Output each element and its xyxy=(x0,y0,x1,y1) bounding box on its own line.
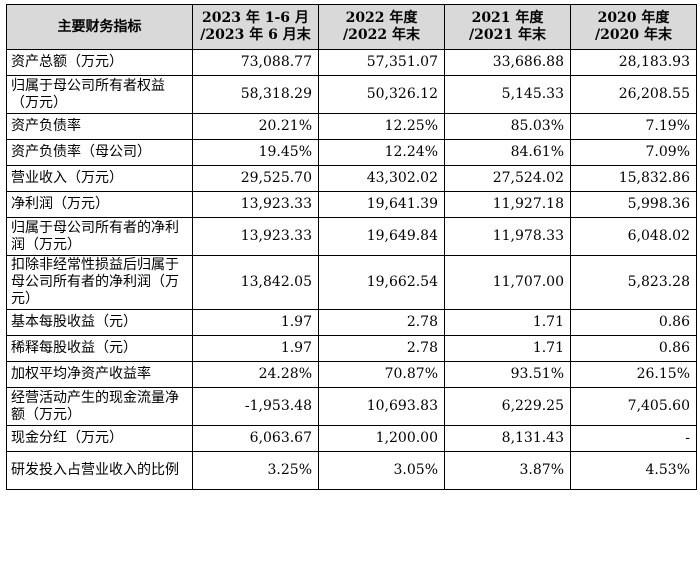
cell-value: 24.28% xyxy=(192,361,319,388)
cell-value: 85.03% xyxy=(444,113,571,140)
cell-value: 5,145.33 xyxy=(444,75,571,114)
row-label: 资产负债率 xyxy=(6,113,193,140)
cell-value: 3.87% xyxy=(444,451,571,490)
cell-value: 5,823.28 xyxy=(570,255,697,310)
row-label: 归属于母公司所有者权益（万元） xyxy=(6,75,193,114)
cell-value: 0.86 xyxy=(570,335,697,362)
cell-value: 19.45% xyxy=(192,139,319,166)
header-2020-text: 2020 年度 /2020 年末 xyxy=(595,10,672,43)
table-row: 资产总额（万元） 73,088.77 57,351.07 33,686.88 2… xyxy=(6,49,697,76)
cell-value: 5,998.36 xyxy=(570,191,697,218)
table-header-row: 主要财务指标 2023 年 1-6 月 /2023 年 6 月末 2022 年度… xyxy=(6,4,697,50)
cell-value: 50,326.12 xyxy=(318,75,445,114)
cell-value: 8,131.43 xyxy=(444,425,571,452)
row-label: 加权平均净资产收益率 xyxy=(6,361,193,388)
cell-value: 29,525.70 xyxy=(192,165,319,192)
cell-value: 11,707.00 xyxy=(444,255,571,310)
cell-value: 43,302.02 xyxy=(318,165,445,192)
cell-value: 7.09% xyxy=(570,139,697,166)
cell-value: 11,978.33 xyxy=(444,217,571,256)
cell-value: 13,923.33 xyxy=(192,191,319,218)
cell-value: 13,842.05 xyxy=(192,255,319,310)
cell-value: 20.21% xyxy=(192,113,319,140)
cell-value: 7.19% xyxy=(570,113,697,140)
cell-value: 1.97 xyxy=(192,309,319,336)
cell-value: 15,832.86 xyxy=(570,165,697,192)
row-label: 经营活动产生的现金流量净额（万元） xyxy=(6,387,193,426)
cell-value: 0.86 xyxy=(570,309,697,336)
row-label: 营业收入（万元） xyxy=(6,165,193,192)
cell-value: 1.97 xyxy=(192,335,319,362)
cell-value: 26.15% xyxy=(570,361,697,388)
cell-value: 13,923.33 xyxy=(192,217,319,256)
cell-value: 6,229.25 xyxy=(444,387,571,426)
cell-value: 3.05% xyxy=(318,451,445,490)
table-row: 归属于母公司所有者的净利润（万元） 13,923.33 19,649.84 11… xyxy=(6,217,697,256)
table-row: 归属于母公司所有者权益（万元） 58,318.29 50,326.12 5,14… xyxy=(6,75,697,114)
header-2023h1-text: 2023 年 1-6 月 /2023 年 6 月末 xyxy=(200,10,311,43)
cell-value: 7,405.60 xyxy=(570,387,697,426)
cell-value: 12.25% xyxy=(318,113,445,140)
cell-value: 6,063.67 xyxy=(192,425,319,452)
cell-value: 1.71 xyxy=(444,335,571,362)
cell-value: 19,641.39 xyxy=(318,191,445,218)
cell-value: 19,662.54 xyxy=(318,255,445,310)
cell-value: 26,208.55 xyxy=(570,75,697,114)
table-row: 资产负债率（母公司） 19.45% 12.24% 84.61% 7.09% xyxy=(6,139,697,166)
cell-value: 2.78 xyxy=(318,335,445,362)
row-label: 研发投入占营业收入的比例 xyxy=(6,451,193,490)
row-label: 现金分红（万元） xyxy=(6,425,193,452)
row-label: 归属于母公司所有者的净利润（万元） xyxy=(6,217,193,256)
cell-value: 4.53% xyxy=(570,451,697,490)
cell-value: 3.25% xyxy=(192,451,319,490)
table-row: 扣除非经常性损益后归属于母公司所有者的净利润（万元） 13,842.05 19,… xyxy=(6,255,697,310)
row-label: 扣除非经常性损益后归属于母公司所有者的净利润（万元） xyxy=(6,255,193,310)
table-row: 净利润（万元） 13,923.33 19,641.39 11,927.18 5,… xyxy=(6,191,697,218)
header-2022-text: 2022 年度 /2022 年末 xyxy=(343,10,420,43)
header-indicator: 主要财务指标 xyxy=(6,4,193,50)
financial-indicators-table: 主要财务指标 2023 年 1-6 月 /2023 年 6 月末 2022 年度… xyxy=(6,4,697,490)
header-2023h1: 2023 年 1-6 月 /2023 年 6 月末 xyxy=(192,4,319,50)
header-2022: 2022 年度 /2022 年末 xyxy=(318,4,445,50)
header-2021: 2021 年度 /2021 年末 xyxy=(444,4,571,50)
header-2021-text: 2021 年度 /2021 年末 xyxy=(469,10,546,43)
cell-value: - xyxy=(570,425,697,452)
table-row: 加权平均净资产收益率 24.28% 70.87% 93.51% 26.15% xyxy=(6,361,697,388)
row-label: 净利润（万元） xyxy=(6,191,193,218)
cell-value: 84.61% xyxy=(444,139,571,166)
cell-value: 10,693.83 xyxy=(318,387,445,426)
cell-value: 6,048.02 xyxy=(570,217,697,256)
row-label: 稀释每股收益（元） xyxy=(6,335,193,362)
cell-value: 1.71 xyxy=(444,309,571,336)
table-row: 研发投入占营业收入的比例 3.25% 3.05% 3.87% 4.53% xyxy=(6,451,697,490)
cell-value: -1,953.48 xyxy=(192,387,319,426)
table-row: 经营活动产生的现金流量净额（万元） -1,953.48 10,693.83 6,… xyxy=(6,387,697,426)
row-label: 基本每股收益（元） xyxy=(6,309,193,336)
table-row: 基本每股收益（元） 1.97 2.78 1.71 0.86 xyxy=(6,309,697,336)
cell-value: 11,927.18 xyxy=(444,191,571,218)
table-row: 现金分红（万元） 6,063.67 1,200.00 8,131.43 - xyxy=(6,425,697,452)
cell-value: 12.24% xyxy=(318,139,445,166)
table-row: 资产负债率 20.21% 12.25% 85.03% 7.19% xyxy=(6,113,697,140)
cell-value: 73,088.77 xyxy=(192,49,319,76)
header-2020: 2020 年度 /2020 年末 xyxy=(570,4,697,50)
row-label: 资产总额（万元） xyxy=(6,49,193,76)
cell-value: 19,649.84 xyxy=(318,217,445,256)
cell-value: 2.78 xyxy=(318,309,445,336)
row-label: 资产负债率（母公司） xyxy=(6,139,193,166)
cell-value: 58,318.29 xyxy=(192,75,319,114)
cell-value: 57,351.07 xyxy=(318,49,445,76)
table-row: 稀释每股收益（元） 1.97 2.78 1.71 0.86 xyxy=(6,335,697,362)
cell-value: 28,183.93 xyxy=(570,49,697,76)
cell-value: 27,524.02 xyxy=(444,165,571,192)
cell-value: 70.87% xyxy=(318,361,445,388)
cell-value: 33,686.88 xyxy=(444,49,571,76)
cell-value: 93.51% xyxy=(444,361,571,388)
table-row: 营业收入（万元） 29,525.70 43,302.02 27,524.02 1… xyxy=(6,165,697,192)
cell-value: 1,200.00 xyxy=(318,425,445,452)
